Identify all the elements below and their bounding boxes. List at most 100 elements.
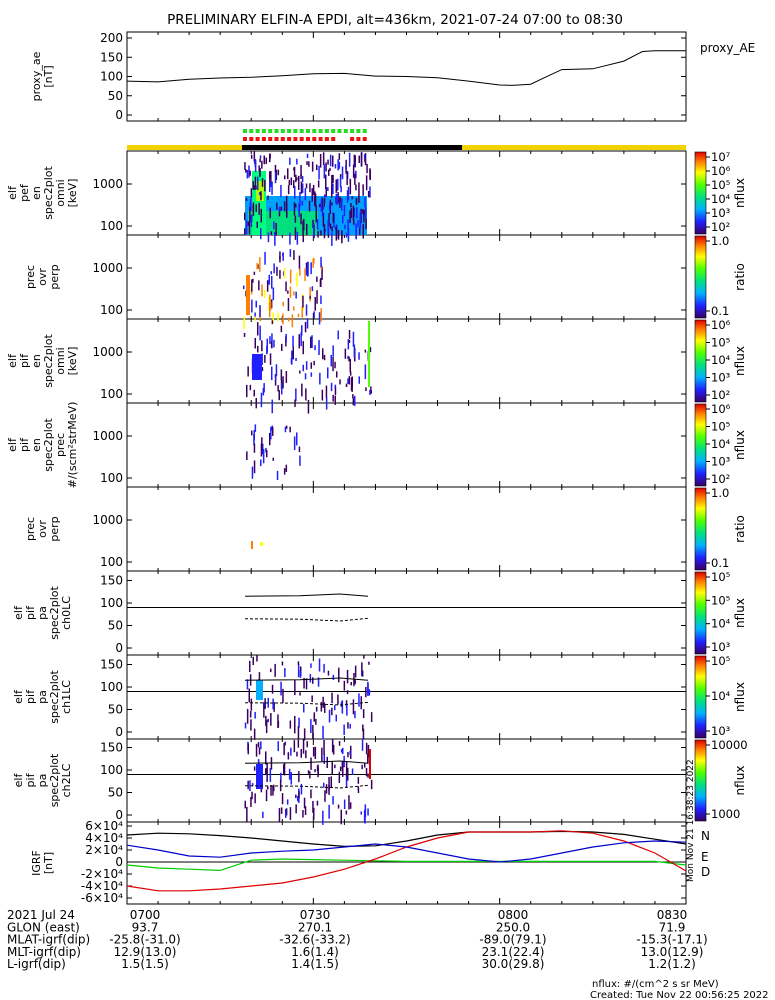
ylabel-pif_prec_ovr_perp-0: prec: [24, 517, 37, 541]
spectrum-pixel: [337, 159, 339, 171]
pa-pixel: [278, 808, 281, 823]
ratio-pixel: [272, 312, 274, 324]
ratio-pixel: [251, 299, 253, 313]
ytick-pif_prec_ovr_perp-1: 1000: [92, 513, 123, 527]
xaxis-value-1-3: 71.9: [659, 920, 686, 934]
spectrum-pixel: [259, 325, 261, 341]
colorbar-elf_pif_en_spec2plot_prec: [694, 403, 707, 487]
spectrum-pixel: [286, 204, 288, 218]
pa-pixel: [331, 761, 333, 775]
spectrum-pixel: [360, 152, 363, 167]
spectrum-pixel: [269, 207, 271, 214]
segment-tick-green: [261, 129, 266, 133]
segment-tick-red: [280, 137, 285, 141]
spectrum-pixel: [300, 213, 302, 225]
ratio-pixel: [309, 287, 311, 302]
ratio-pixel: [301, 306, 303, 318]
spectrum-pixel: [243, 333, 246, 337]
spectrum-pixel: [322, 206, 324, 210]
pa-pixel: [300, 783, 303, 795]
pa-pixel: [249, 780, 251, 791]
colorbar-elf_pef_en_spec2plot_omni: [694, 151, 707, 235]
spectrum-pixel: [305, 388, 307, 401]
ylabel-elf_pif_pa_spec2plot_ch1LC-2: pa: [36, 690, 49, 704]
pa-pixel: [362, 724, 364, 732]
spectrum-pixel: [266, 450, 268, 458]
pa-pixel: [367, 753, 369, 764]
ratio-pixel: [293, 306, 295, 311]
spectrum-pixel: [300, 332, 302, 347]
segment-tick-red: [274, 137, 279, 141]
pa-pixel: [335, 714, 337, 722]
ytick-IGRF-1: -4×10⁴: [81, 879, 123, 893]
spectrum-pixel: [339, 196, 341, 208]
spectrum-pixel: [331, 232, 333, 246]
pa-pixel: [361, 662, 363, 675]
spectrum-pixel: [320, 199, 323, 212]
pa-pixel: [246, 806, 248, 822]
ratio-pixel: [272, 287, 275, 301]
pa-pixel: [316, 800, 319, 806]
segment-tick-green: [337, 129, 342, 133]
pa-pixel: [247, 743, 249, 755]
pa-pixel: [367, 808, 369, 816]
spectrum-pixel: [246, 384, 248, 398]
pa-pixel: [284, 741, 286, 746]
spectrum-pixel: [352, 394, 354, 399]
ylabel-pef_prec_ovr_perp-0: prec: [24, 265, 37, 289]
segment-tick-red: [255, 137, 260, 141]
spectrum-pixel: [309, 183, 311, 193]
colorbar-pef_prec_ovr_perp: [694, 235, 707, 319]
pa-pixel: [260, 741, 262, 750]
ytick-elf_pif_pa_spec2plot_ch2LC-2: 100: [100, 763, 123, 777]
spectrum-pixel: [283, 201, 286, 212]
ylabel-elf_pif_en_spec2plot_omni-3: spec2plot: [42, 334, 55, 388]
pa-pixel: [368, 661, 370, 665]
ylabel-elf_pif_pa_spec2plot_ch0LC-0: elf: [12, 605, 25, 620]
ratio-pixel: [309, 295, 311, 299]
spectrum-pixel: [370, 390, 372, 394]
segment-tick-red: [268, 137, 273, 141]
spectrum-pixel: [353, 219, 355, 225]
spectrum-pixel: [261, 160, 263, 169]
ylabel-elf_pif_en_spec2plot_omni-5: [keV]: [66, 347, 79, 376]
pa-pixel: [365, 687, 367, 698]
ytick-proxy_ae-0: 0: [115, 108, 123, 122]
colorbar-tick-elf_pif_en_spec2plot_prec-1: 10³: [711, 455, 731, 469]
ytick-elf_pif_en_spec2plot_prec-1: 1000: [92, 429, 123, 443]
spectrum-pixel: [253, 443, 256, 453]
spectrum-pixel: [343, 205, 346, 217]
spectrum-pixel: [347, 355, 349, 359]
spectrum-pixel: [321, 211, 324, 217]
ratio-pixel: [307, 262, 309, 277]
pa-pixel: [280, 807, 283, 814]
spectrum-pixel: [265, 447, 267, 453]
spectrum-pixel: [254, 159, 257, 168]
pa-pixel: [346, 704, 348, 716]
spectrum-pixel: [369, 389, 371, 395]
pa-pixel: [315, 706, 318, 712]
pa-pixel: [273, 784, 275, 792]
spectrum-pixel: [267, 232, 270, 243]
spectrum-pixel: [349, 371, 352, 376]
spectrum-pixel: [244, 228, 246, 235]
pa-pixel: [340, 701, 343, 707]
colorbar-tick-elf_pif_pa_spec2plot_ch0LC-0: 10³: [711, 640, 731, 654]
spectrum-pixel: [300, 174, 302, 179]
units-note: nflux: #/(cm^2 s sr MeV): [592, 979, 719, 990]
xaxis-value-0-0: 0700: [130, 908, 161, 922]
loss-cone-line: [244, 760, 369, 764]
pa-pixel: [295, 794, 297, 799]
pa-pixel: [260, 788, 263, 793]
pa-pixel: [255, 743, 258, 757]
pa-pixel: [297, 726, 300, 740]
spectrum-pixel: [260, 208, 262, 223]
spectrum-pixel: [327, 219, 329, 234]
ratio-pixel: [256, 263, 258, 270]
pa-pixel: [253, 728, 256, 740]
proxy-ae-legend: proxy_AE: [700, 41, 755, 55]
pa-pixel: [327, 670, 330, 676]
pa-pixel: [312, 801, 314, 813]
xaxis-value-2-2: -89.0(79.1): [479, 933, 546, 947]
spectrum-pixel: [302, 341, 304, 355]
